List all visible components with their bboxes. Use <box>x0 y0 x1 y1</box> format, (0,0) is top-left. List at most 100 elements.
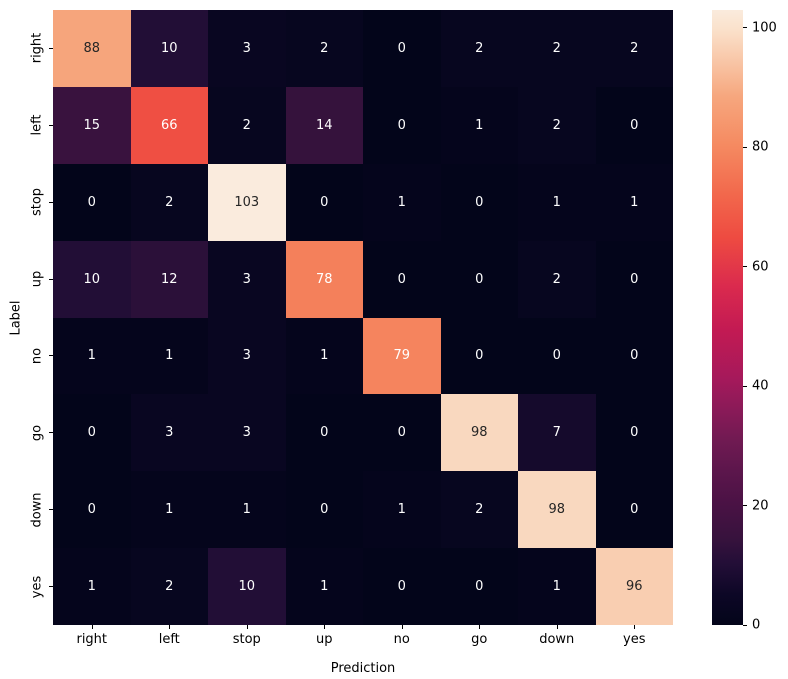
x-tick-mark <box>246 625 248 629</box>
heatmap-cell: 0 <box>363 10 441 87</box>
cell-value: 2 <box>320 40 329 56</box>
cell-value: 0 <box>630 425 639 441</box>
heatmap-cell: 10 <box>53 240 131 318</box>
y-tick-mark <box>49 201 53 203</box>
cell-value: 12 <box>160 271 178 287</box>
cell-value: 103 <box>234 194 260 210</box>
heatmap-cell: 1 <box>518 548 596 625</box>
cell-value: 0 <box>397 40 406 56</box>
cell-value: 0 <box>475 194 484 210</box>
cell-value: 3 <box>242 425 251 441</box>
heatmap-cell: 3 <box>208 317 286 395</box>
heatmap-cell: 79 <box>363 317 441 395</box>
cell-value: 96 <box>625 579 643 595</box>
heatmap-cell: 98 <box>440 394 518 472</box>
cell-value: 10 <box>83 271 101 287</box>
y-tick-label: no <box>29 347 45 365</box>
cell-value: 78 <box>315 271 333 287</box>
y-tick-mark <box>49 509 53 511</box>
heatmap-cell: 10 <box>130 10 208 87</box>
cell-value: 1 <box>165 502 174 518</box>
heatmap-cell: 1 <box>285 317 363 395</box>
cell-value: 2 <box>242 117 251 133</box>
cell-value: 1 <box>397 194 406 210</box>
heatmap-cell: 1 <box>518 163 596 241</box>
heatmap-cell: 0 <box>595 471 673 549</box>
colorbar-tick-label: 20 <box>752 498 769 514</box>
y-tick-label: stop <box>29 188 45 217</box>
heatmap-cell: 98 <box>518 471 596 549</box>
heatmap-cell: 3 <box>208 240 286 318</box>
heatmap-cell: 1 <box>363 471 441 549</box>
x-tick-label: go <box>471 632 488 647</box>
heatmap-cell: 2 <box>518 86 596 164</box>
x-tick-mark <box>401 625 403 629</box>
heatmap-cell: 0 <box>440 317 518 395</box>
heatmap-cell: 96 <box>595 548 673 625</box>
cell-value: 0 <box>475 579 484 595</box>
colorbar-tick-mark <box>743 27 747 29</box>
heatmap-cell: 3 <box>130 394 208 472</box>
heatmap-cell: 103 <box>208 163 286 241</box>
cell-value: 0 <box>320 425 329 441</box>
heatmap-cell: 2 <box>518 10 596 87</box>
y-tick-mark <box>49 355 53 357</box>
x-tick-mark <box>556 625 558 629</box>
heatmap-cell: 2 <box>208 86 286 164</box>
cell-value: 14 <box>315 117 333 133</box>
cell-value: 1 <box>87 348 96 364</box>
cell-value: 3 <box>165 425 174 441</box>
y-tick-mark <box>49 47 53 49</box>
cell-value: 7 <box>552 425 561 441</box>
y-axis-title: Label <box>8 299 24 336</box>
y-tick-label: right <box>29 33 45 64</box>
colorbar-tick-label: 100 <box>752 20 777 36</box>
y-tick-label: up <box>29 270 45 288</box>
x-tick-label: down <box>539 632 575 647</box>
cell-value: 1 <box>320 579 329 595</box>
heatmap-cell: 15 <box>53 86 131 164</box>
heatmap-cell: 0 <box>595 240 673 318</box>
cell-value: 1 <box>397 502 406 518</box>
heatmap-cell: 0 <box>363 240 441 318</box>
y-tick-label: down <box>29 492 45 528</box>
cell-value: 88 <box>83 40 101 56</box>
colorbar-tick-mark <box>743 146 747 148</box>
colorbar-gradient <box>712 10 743 625</box>
colorbar-tick-mark <box>743 505 747 507</box>
cell-value: 2 <box>475 502 484 518</box>
heatmap-cell: 1 <box>130 471 208 549</box>
heatmap-cell: 0 <box>285 394 363 472</box>
cell-value: 1 <box>630 194 639 210</box>
cell-value: 0 <box>397 117 406 133</box>
heatmap-cell: 0 <box>53 394 131 472</box>
cell-value: 1 <box>242 502 251 518</box>
heatmap-cell: 1 <box>53 317 131 395</box>
cell-value: 0 <box>87 194 96 210</box>
heatmap-cell: 1 <box>285 548 363 625</box>
cell-value: 0 <box>475 348 484 364</box>
y-tick-label: yes <box>29 575 45 598</box>
heatmap-cell: 78 <box>285 240 363 318</box>
cell-value: 0 <box>630 502 639 518</box>
heatmap-cell: 14 <box>285 86 363 164</box>
heatmap-cell: 2 <box>285 10 363 87</box>
cell-value: 1 <box>552 579 561 595</box>
heatmap-cell: 88 <box>53 10 131 87</box>
heatmap-cell: 12 <box>130 240 208 318</box>
heatmap-cell: 0 <box>53 471 131 549</box>
cell-value: 0 <box>397 271 406 287</box>
cell-value: 0 <box>87 425 96 441</box>
heatmap-cell: 2 <box>130 548 208 625</box>
y-tick-mark <box>49 586 53 588</box>
colorbar-tick-label: 0 <box>752 617 761 633</box>
x-tick-label: yes <box>623 632 646 647</box>
cell-value: 79 <box>393 348 411 364</box>
y-tick-label: go <box>29 424 45 441</box>
cell-value: 3 <box>242 40 251 56</box>
y-tick-mark <box>49 124 53 126</box>
heatmap-cell: 2 <box>518 240 596 318</box>
cell-value: 15 <box>83 117 101 133</box>
heatmap-cell: 0 <box>595 317 673 395</box>
